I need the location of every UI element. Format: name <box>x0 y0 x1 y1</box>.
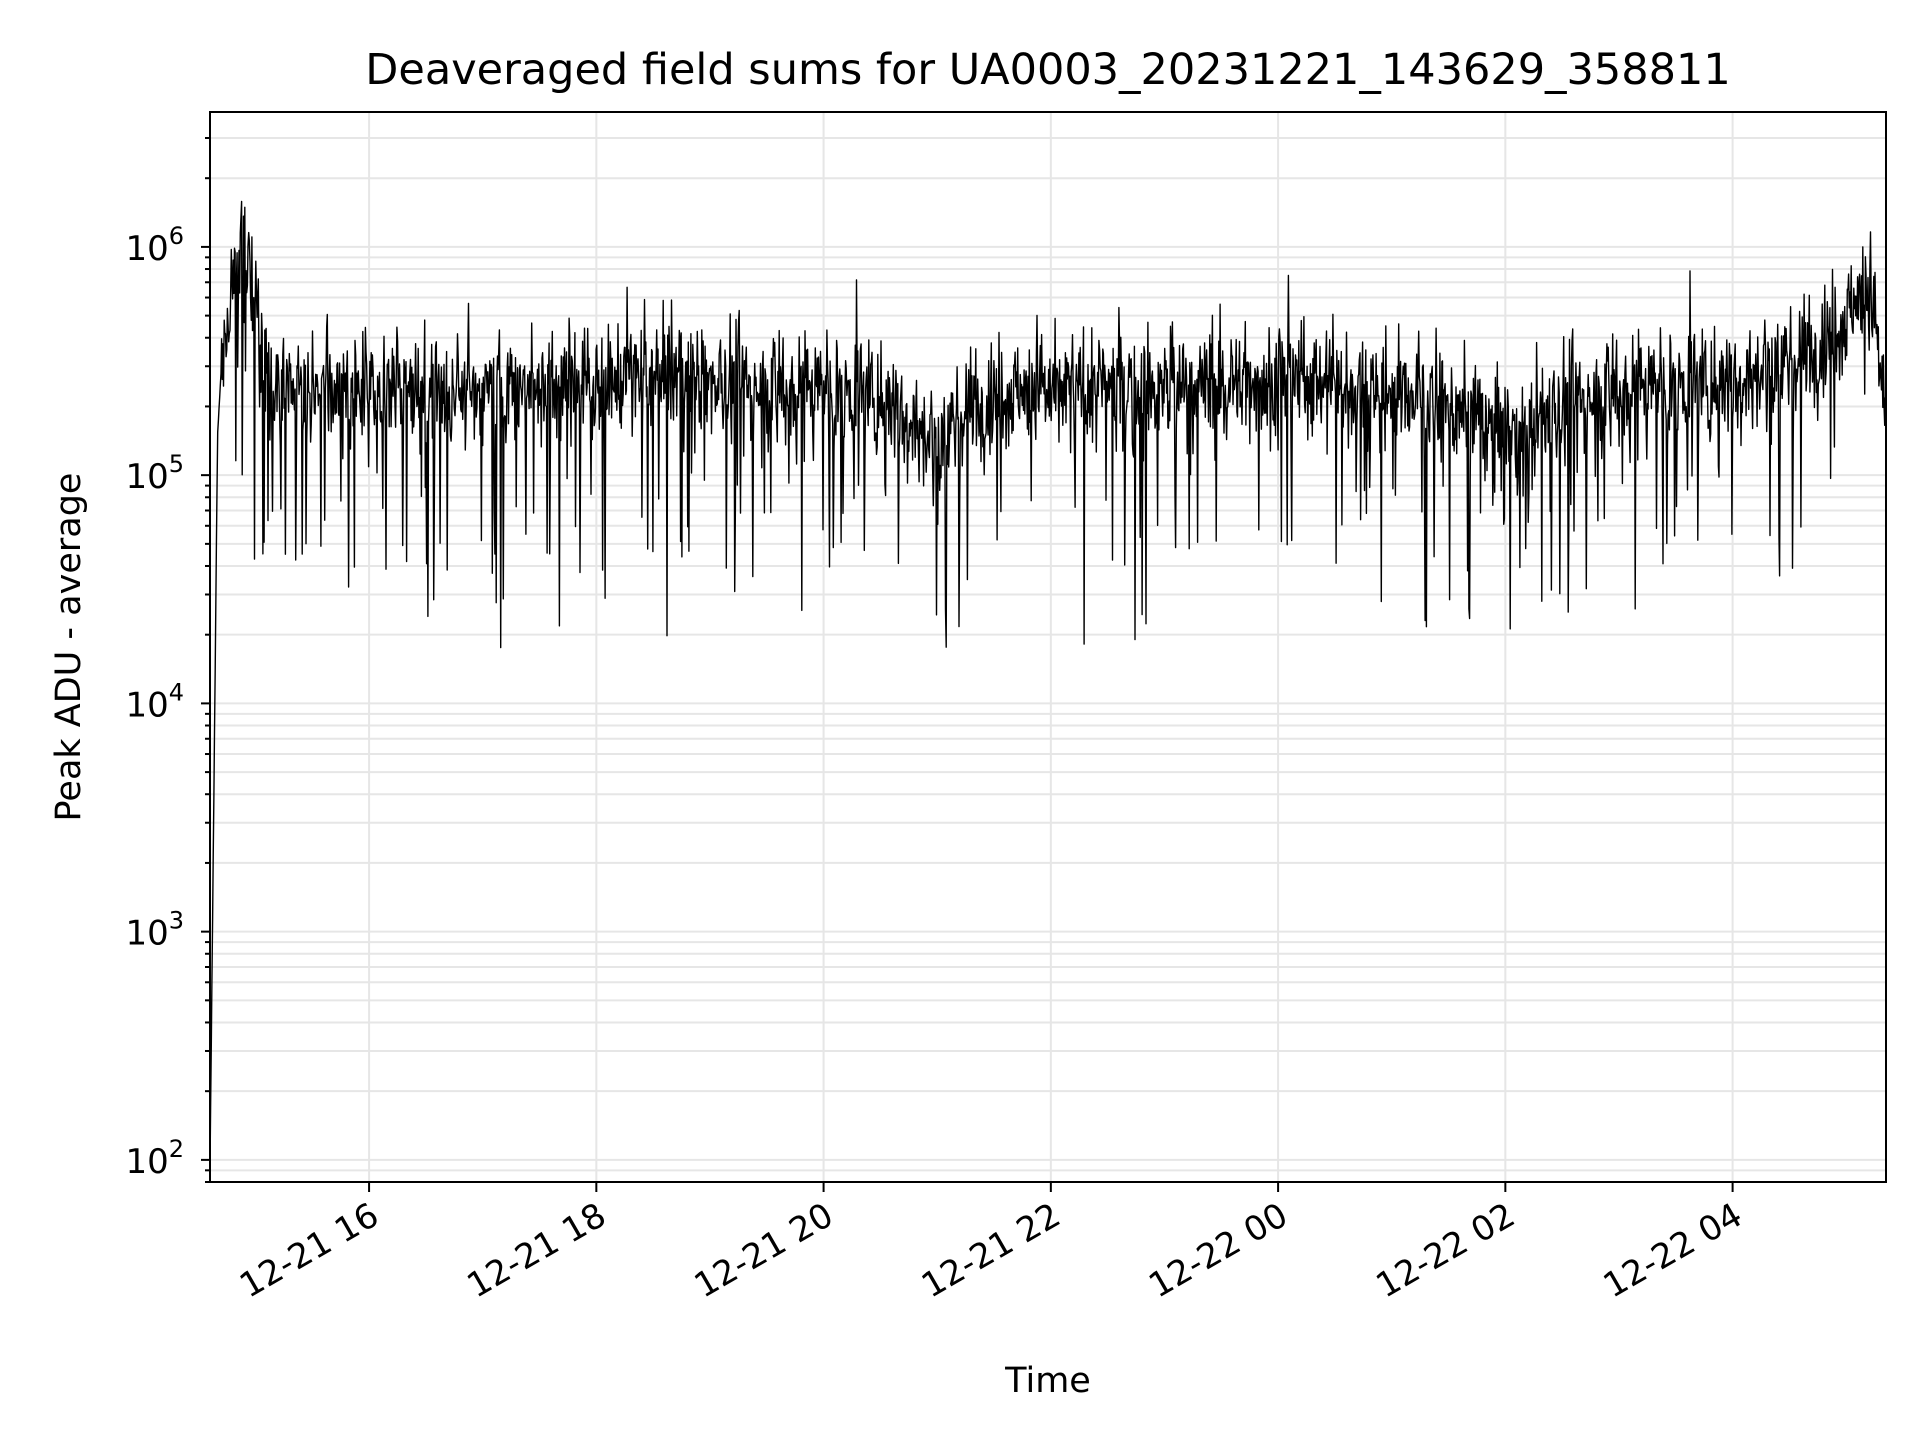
grid-lines <box>210 112 1886 1183</box>
x-tick-label: 12-22 02 <box>1369 1195 1521 1306</box>
y-tick-label: 102 <box>125 1135 184 1182</box>
series-line <box>209 200 1887 1171</box>
y-axis-label: Peak ADU - average <box>49 473 89 822</box>
chart-title: Deaveraged field sums for UA0003_2023122… <box>365 45 1730 95</box>
x-tick-label: 12-21 20 <box>688 1195 840 1306</box>
x-tick-label: 12-21 22 <box>915 1195 1067 1306</box>
series-layer <box>209 200 1887 1171</box>
x-tick-label: 12-21 16 <box>233 1195 385 1306</box>
y-tick-label: 105 <box>125 450 184 497</box>
x-axis-label: Time <box>1004 1361 1091 1401</box>
plot-frame <box>209 111 1887 1183</box>
y-tick-label: 104 <box>125 678 184 725</box>
x-tick-label: 12-22 04 <box>1597 1195 1749 1306</box>
x-tick-label: 12-22 00 <box>1142 1195 1294 1306</box>
y-axis: 102 103 104 105 106 <box>125 137 210 1183</box>
x-axis: 12-21 16 12-21 18 12-21 20 12-21 22 12-22 00… <box>233 1182 1749 1306</box>
y-tick-label: 106 <box>125 222 184 269</box>
x-tick-label: 12-21 18 <box>460 1195 612 1306</box>
y-tick-label: 103 <box>125 907 184 954</box>
